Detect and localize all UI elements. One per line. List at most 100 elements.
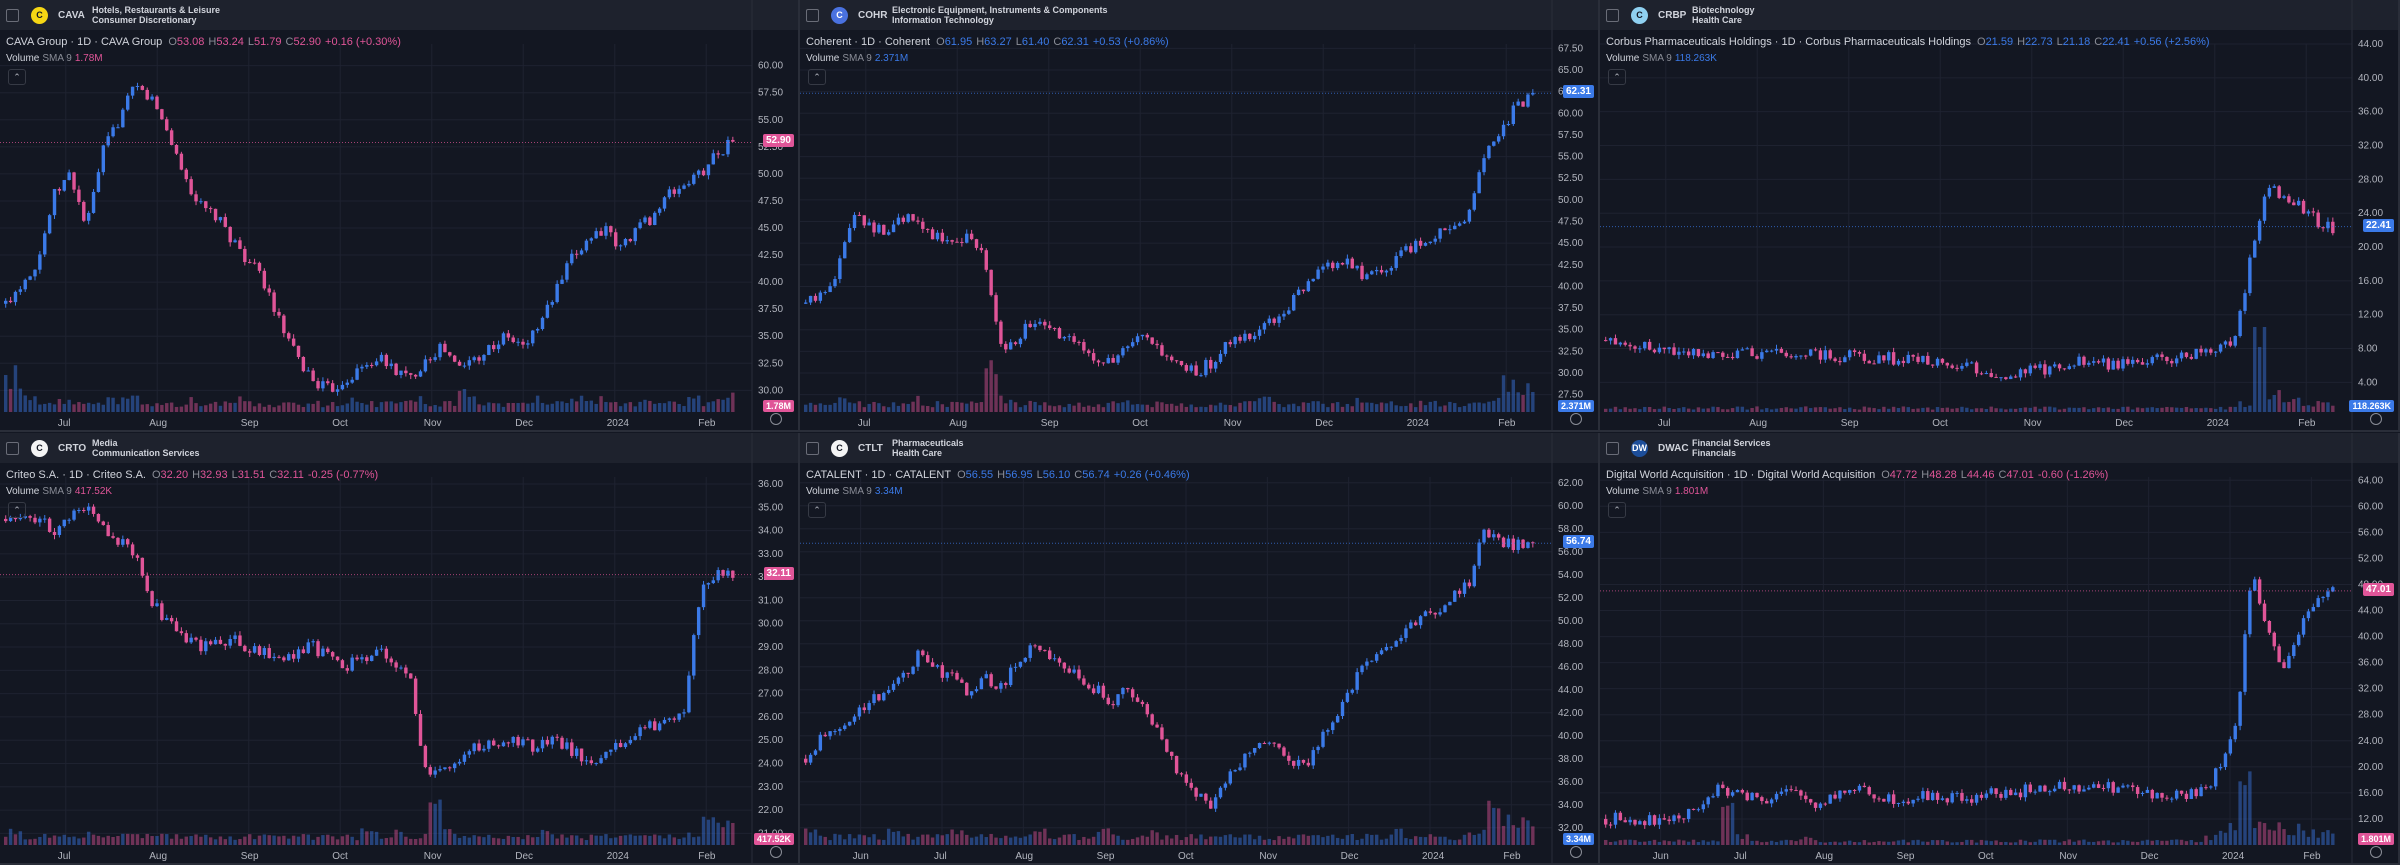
- candle-body: [838, 258, 842, 280]
- volume-bar: [1414, 407, 1418, 412]
- volume-bar: [2179, 407, 2184, 412]
- volume-bar: [891, 402, 896, 412]
- volume-bar: [2048, 839, 2052, 845]
- candle-body: [267, 288, 271, 293]
- volume-bar: [1316, 401, 1320, 412]
- select-checkbox[interactable]: [806, 441, 819, 455]
- candle-body: [1018, 661, 1023, 667]
- chart-panel-cava[interactable]: C CAVA Hotels, Restaurants & Leisure Consum…: [0, 0, 800, 432]
- candle-body: [1165, 355, 1169, 357]
- y-axis-tick: 62.00: [1558, 478, 1583, 489]
- x-axis-tick: Jul: [934, 851, 947, 862]
- volume-indicator-row[interactable]: Volume SMA 9 3.34M: [806, 486, 903, 497]
- y-axis-tick: 52.00: [2358, 553, 2383, 564]
- collapse-chevron-icon[interactable]: ⌃: [8, 502, 26, 518]
- volume-bar: [1423, 837, 1428, 845]
- volume-bar: [1399, 406, 1403, 412]
- volume-bar: [1867, 842, 1871, 845]
- chart-panel-cohr[interactable]: C COHR Electronic Equipment, Instruments &…: [800, 0, 1600, 432]
- candle-body: [67, 519, 71, 521]
- settings-gear-icon[interactable]: [2370, 846, 2382, 858]
- candle-body: [1257, 743, 1262, 748]
- settings-gear-icon[interactable]: [1570, 846, 1582, 858]
- volume-bar: [2052, 839, 2057, 845]
- ticker-symbol[interactable]: DWAC: [1658, 442, 1689, 454]
- settings-gear-icon[interactable]: [770, 413, 782, 425]
- candle-body: [101, 521, 106, 526]
- collapse-chevron-icon[interactable]: ⌃: [8, 69, 26, 85]
- candle-body: [1199, 793, 1203, 797]
- volume-indicator-row[interactable]: Volume SMA 9 1.78M: [6, 53, 103, 64]
- settings-gear-icon[interactable]: [770, 846, 782, 858]
- candle-body: [535, 748, 540, 752]
- ticker-symbol[interactable]: CRTO: [58, 442, 87, 454]
- volume-indicator-row[interactable]: Volume SMA 9 2.371M: [806, 53, 908, 64]
- collapse-chevron-icon[interactable]: ⌃: [1608, 69, 1626, 85]
- volume-bar: [623, 835, 628, 845]
- candle-body: [999, 683, 1003, 689]
- sector-info: Media Communication Services: [92, 438, 200, 458]
- candle-body: [1838, 790, 1842, 799]
- volume-bar: [248, 401, 252, 412]
- candle-body: [550, 736, 554, 745]
- candle-body: [594, 763, 598, 765]
- candle-body: [204, 201, 208, 209]
- candle-body: [150, 591, 154, 607]
- volume-bar: [2062, 408, 2067, 412]
- candle-body: [2316, 212, 2320, 228]
- volume-indicator-row[interactable]: Volume SMA 9 1.801M: [1606, 486, 1708, 497]
- candle-body: [1706, 797, 1710, 805]
- price-chart[interactable]: 36.0035.0034.0033.0032.0031.0030.0029.00…: [0, 433, 800, 865]
- collapse-chevron-icon[interactable]: ⌃: [1608, 502, 1626, 518]
- settings-gear-icon[interactable]: [2370, 413, 2382, 425]
- candle-body: [1096, 685, 1101, 694]
- candle-body: [1296, 759, 1301, 766]
- sector-info: Pharmaceuticals Health Care: [892, 438, 964, 458]
- volume-bar: [1023, 836, 1028, 845]
- volume-bar: [228, 402, 232, 412]
- ticker-symbol[interactable]: CRBP: [1658, 9, 1687, 21]
- select-checkbox[interactable]: [1606, 441, 1619, 455]
- ohlc-label-c: C: [1074, 469, 1083, 481]
- settings-gear-icon[interactable]: [1570, 413, 1582, 425]
- volume-bar: [262, 406, 267, 412]
- price-chart[interactable]: 44.0040.0036.0032.0028.0024.0020.0016.00…: [1600, 0, 2400, 432]
- volume-bar: [1916, 408, 1920, 412]
- candle-body: [1272, 742, 1276, 744]
- volume-bar: [457, 837, 462, 845]
- select-checkbox[interactable]: [1606, 8, 1619, 22]
- volume-bar: [2140, 840, 2145, 845]
- candle-body: [228, 226, 232, 243]
- price-chart[interactable]: 67.5065.0062.5060.0057.5055.0052.5050.00…: [800, 0, 1600, 432]
- price-chart[interactable]: 64.0060.0056.0052.0048.0044.0040.0036.00…: [1600, 433, 2400, 865]
- chart-panel-ctlt[interactable]: C CTLT Pharmaceuticals Health Care 62.00 60.0…: [800, 433, 1600, 865]
- collapse-chevron-icon[interactable]: ⌃: [808, 502, 826, 518]
- select-checkbox[interactable]: [6, 8, 19, 22]
- ticker-symbol[interactable]: CAVA: [58, 9, 85, 21]
- volume-bar: [2179, 839, 2184, 845]
- volume-bar: [692, 398, 696, 412]
- volume-indicator-row[interactable]: Volume SMA 9 417.52K: [6, 486, 112, 497]
- volume-bar: [916, 836, 920, 845]
- y-axis-tick: 38.00: [1558, 754, 1583, 765]
- candle-body: [1813, 349, 1818, 351]
- candle-body: [282, 315, 286, 334]
- price-chart[interactable]: 62.0060.0058.0056.0054.0052.0050.0048.00…: [800, 433, 1600, 865]
- price-chart[interactable]: 60.0057.5055.0052.5050.0047.5045.0042.50…: [0, 0, 800, 432]
- volume-bar: [965, 403, 969, 412]
- select-checkbox[interactable]: [806, 8, 819, 22]
- chart-panel-crto[interactable]: C CRTO Media Communication Services 36.00 35.…: [0, 433, 800, 865]
- candle-body: [667, 718, 672, 720]
- volume-indicator-row[interactable]: Volume SMA 9 118.263K: [1606, 53, 1717, 64]
- candle-body: [77, 189, 81, 202]
- volume-bar: [2238, 781, 2242, 845]
- collapse-chevron-icon[interactable]: ⌃: [808, 69, 826, 85]
- volume-bar: [1623, 839, 1627, 845]
- ticker-symbol[interactable]: COHR: [858, 9, 888, 21]
- chart-panel-crbp[interactable]: C CRBP Biotechnology Health Care 44.00 40.00 3…: [1600, 0, 2400, 432]
- select-checkbox[interactable]: [6, 441, 19, 455]
- ticker-symbol[interactable]: CTLT: [858, 442, 883, 454]
- volume-bar: [1818, 842, 1823, 845]
- chart-panel-dwac[interactable]: DW DWAC Financial Services Financials 64.00 6…: [1600, 433, 2400, 865]
- volume-bar: [1769, 840, 1774, 845]
